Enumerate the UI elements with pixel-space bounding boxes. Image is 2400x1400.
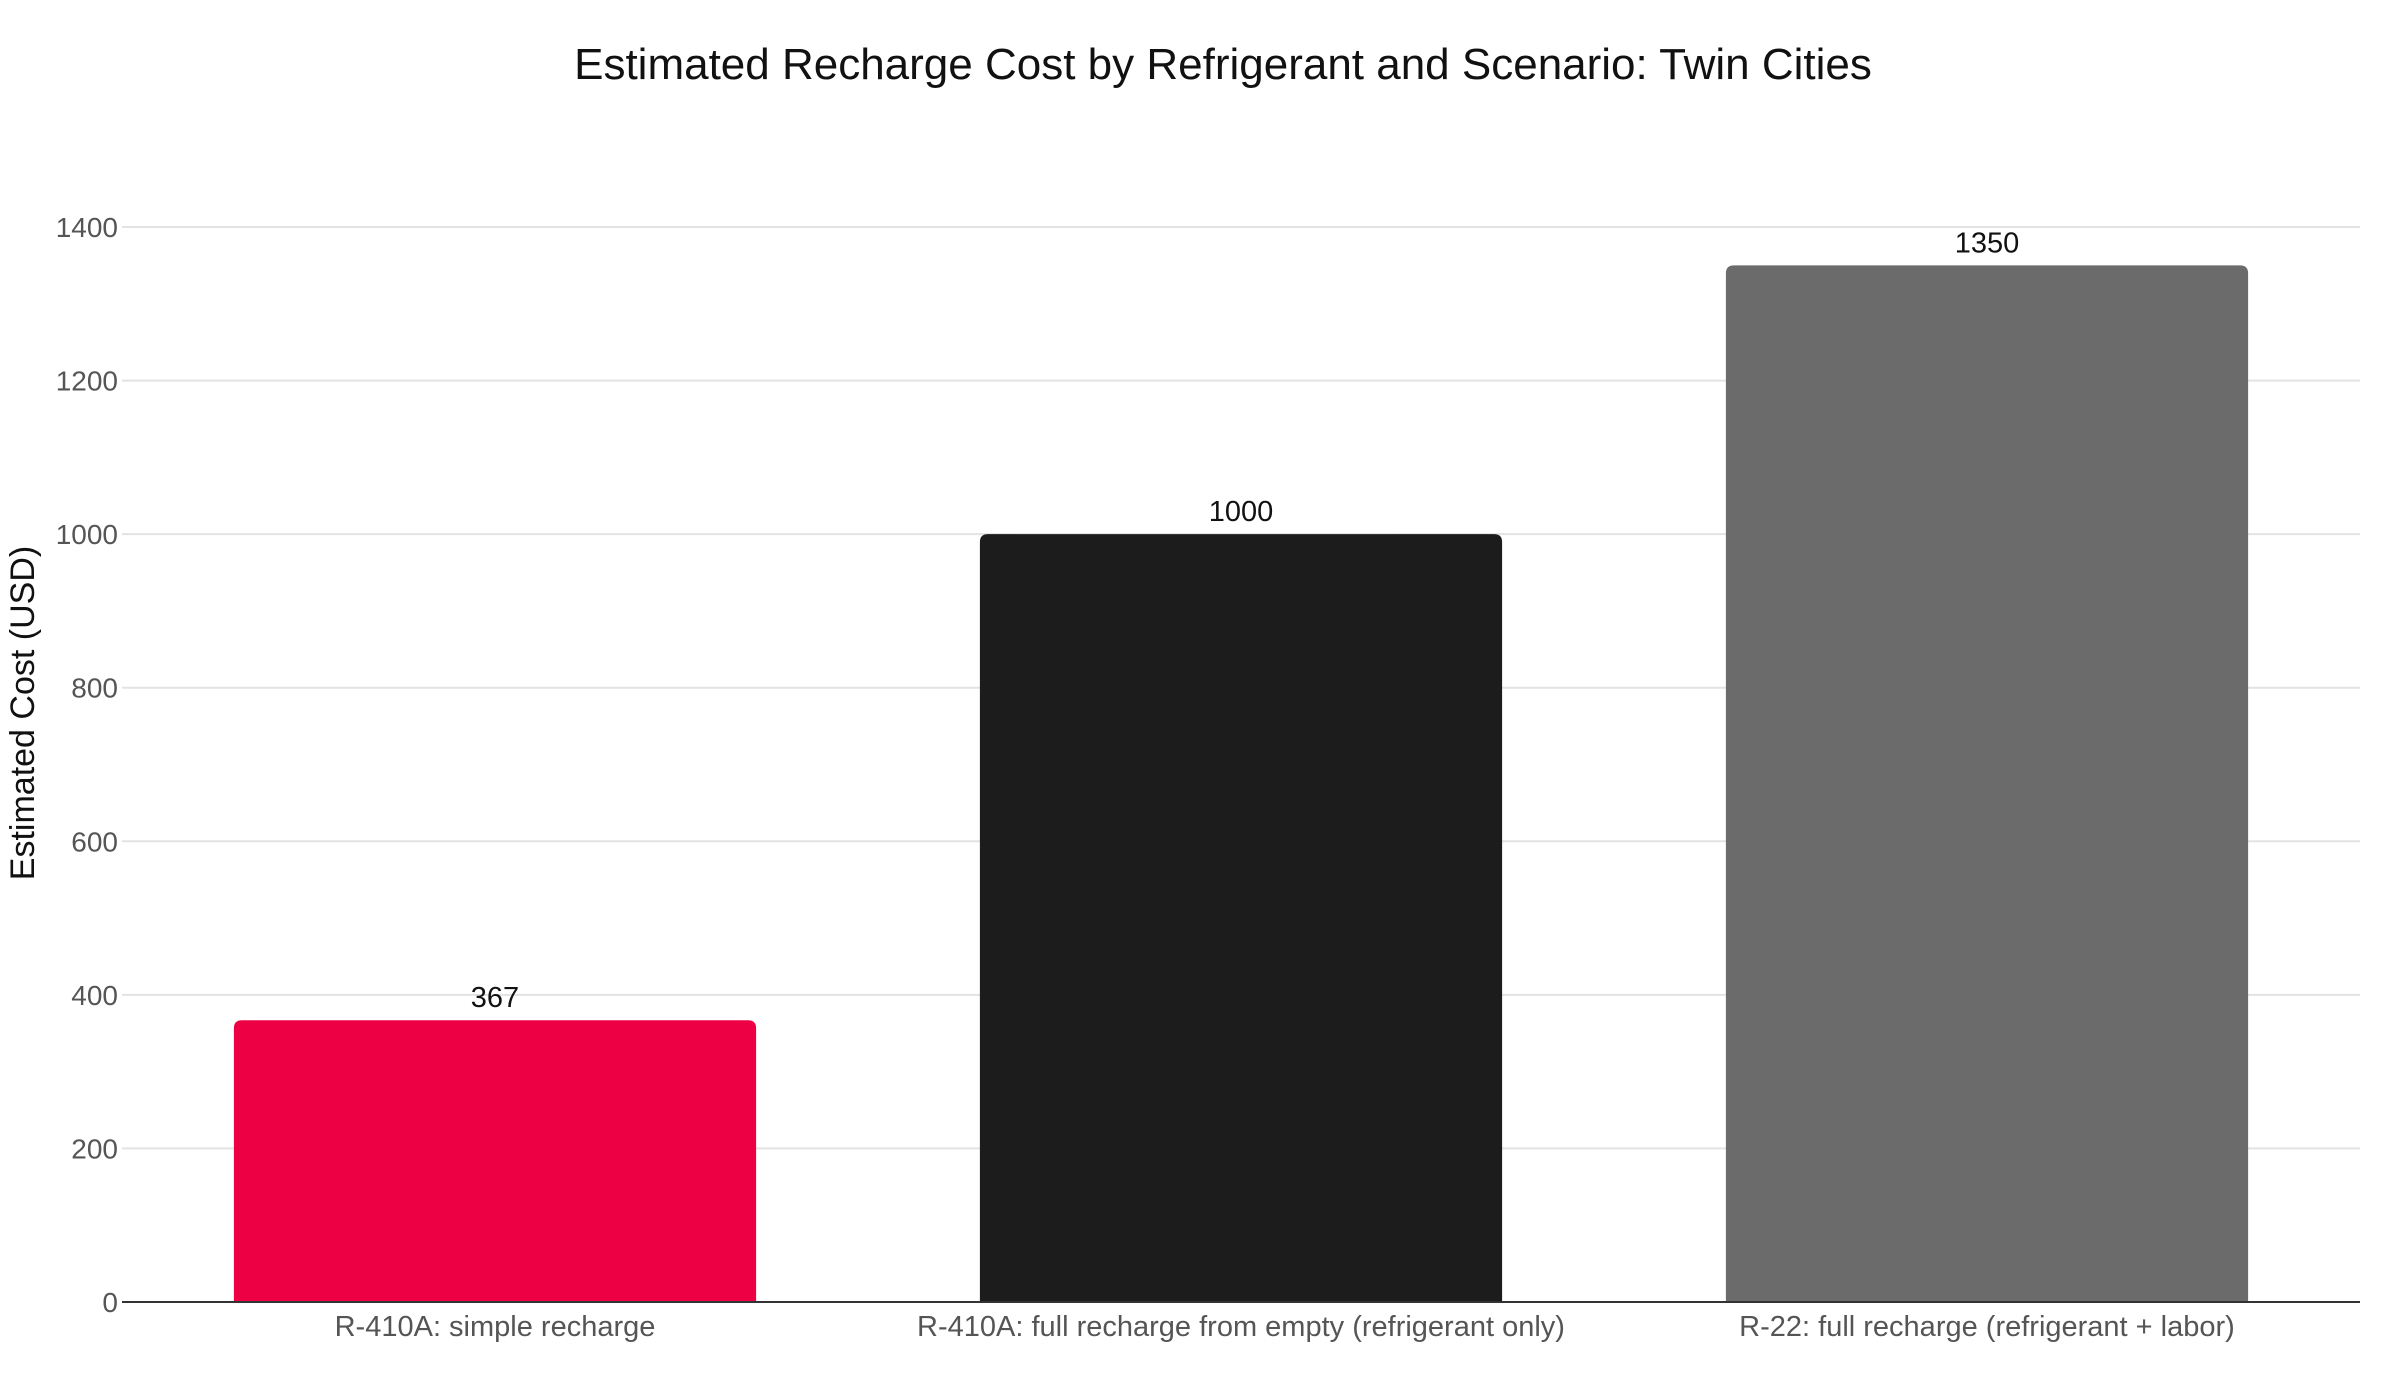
y-tick-label: 800 [71,673,118,704]
x-category-label: R-410A: simple recharge [335,1311,656,1343]
y-tick-label: 1400 [56,212,118,243]
x-axis-categories: R-410A: simple recharge R-410A: full rech… [335,1311,2235,1343]
data-labels: 367 1000 1350 [471,227,2019,1014]
x-category-label: R-410A: full recharge from empty (refrig… [917,1311,1565,1343]
y-tick-label: 400 [71,980,118,1011]
bar-3 [1725,265,2249,1303]
data-label: 367 [471,982,519,1014]
y-tick-label: 0 [102,1287,118,1318]
data-label: 1350 [1955,227,2020,259]
data-label: 1000 [1209,496,1274,528]
y-tick-label: 200 [71,1133,118,1164]
x-category-label: R-22: full recharge (refrigerant + labor… [1739,1311,2235,1343]
bar-2 [979,534,1503,1302]
bar-1 [233,1020,757,1302]
y-tick-label: 1200 [56,366,118,397]
chart-title: Estimated Recharge Cost by Refrigerant a… [574,40,1872,89]
bars [233,265,2249,1303]
y-tick-label: 600 [71,826,118,857]
y-tick-label: 1000 [56,519,118,550]
y-axis-label: Estimated Cost (USD) [4,546,42,880]
y-axis-ticks: 0 200 400 600 800 1000 1200 1400 [56,212,118,1318]
